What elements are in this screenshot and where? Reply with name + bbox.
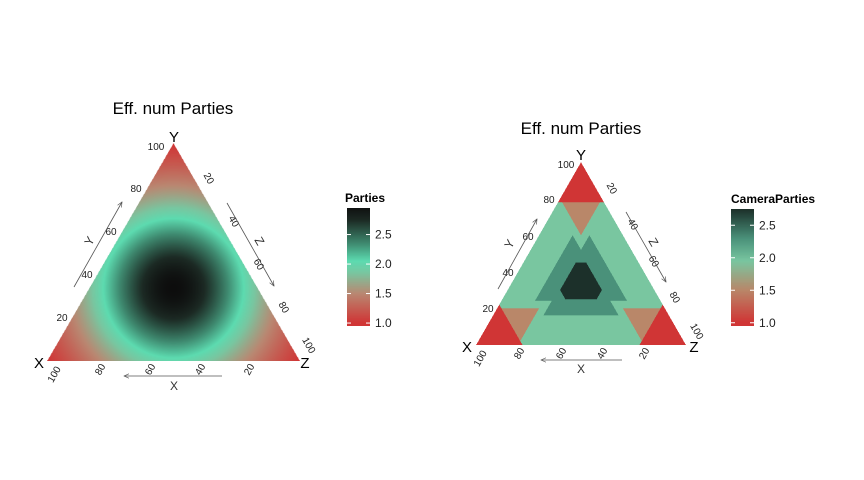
tick-bottom-x-40: 40 bbox=[193, 362, 208, 378]
legend-colorbar-right bbox=[731, 209, 754, 326]
axis-label-x-right: X bbox=[577, 362, 585, 376]
tick-left-y-20-r: 20 bbox=[482, 304, 494, 315]
tick-bottom-x-80: 80 bbox=[93, 362, 108, 378]
legend-colorbar-left bbox=[347, 208, 370, 326]
tick-bottom-x-40-r: 40 bbox=[595, 346, 610, 362]
legend-right-ticklabel-2.0: 2.0 bbox=[759, 251, 776, 265]
legend-left-ticklabel-2.0: 2.0 bbox=[375, 257, 392, 271]
legend-right: CameraParties 1.0 1.5 2.0 2.5 bbox=[731, 192, 815, 330]
tick-left-y-40: 40 bbox=[81, 270, 93, 281]
chart-title-left: Eff. num Parties bbox=[113, 99, 234, 118]
tick-left-y-80-r: 80 bbox=[543, 195, 555, 206]
tick-left-y-60-r: 60 bbox=[522, 232, 534, 243]
tick-right-z-80: 80 bbox=[276, 300, 291, 316]
tick-bottom-x-80-r: 80 bbox=[512, 346, 527, 362]
tick-left-y-100: 100 bbox=[148, 142, 165, 153]
vertex-label-x-left: X bbox=[34, 355, 44, 372]
legend-left-ticklabel-2.5: 2.5 bbox=[375, 228, 392, 242]
tick-right-z-40: 40 bbox=[226, 214, 241, 230]
vertex-label-z-right: Z bbox=[689, 339, 698, 356]
tick-bottom-x-60-r: 60 bbox=[554, 346, 569, 362]
tick-left-y-60: 60 bbox=[105, 227, 117, 238]
tick-left-y-80: 80 bbox=[130, 184, 142, 195]
vertex-label-top-left: Y bbox=[169, 129, 179, 146]
tick-bottom-x-60: 60 bbox=[143, 362, 158, 378]
axis-arrow-y-left bbox=[73, 202, 122, 288]
chart-title-right: Eff. num Parties bbox=[521, 119, 642, 138]
axis-arrow-z-left bbox=[226, 202, 274, 286]
tick-bottom-x-100: 100 bbox=[46, 364, 64, 384]
tick-bottom-x-20-r: 20 bbox=[637, 346, 652, 362]
tick-right-z-100: 100 bbox=[299, 336, 317, 356]
ternary-heatmap-left bbox=[47, 143, 300, 361]
tick-left-y-100-r: 100 bbox=[558, 160, 575, 171]
vertex-label-z-left: Z bbox=[300, 355, 309, 372]
legend-title-right: CameraParties bbox=[731, 192, 815, 206]
legend-left: Parties 1.0 1.5 2.0 2.5 bbox=[345, 191, 392, 330]
tick-right-z-20: 20 bbox=[201, 171, 216, 187]
vertex-label-top-right: Y bbox=[576, 147, 586, 164]
legend-title-left: Parties bbox=[345, 191, 385, 205]
tick-right-z-60: 60 bbox=[251, 257, 266, 273]
axis-label-x-left: X bbox=[170, 379, 178, 393]
axis-arrow-y-right bbox=[497, 219, 537, 290]
tick-left-y-40-r: 40 bbox=[502, 268, 514, 279]
ternary-heatmap-right bbox=[476, 162, 686, 345]
axis-arrow-z-right bbox=[625, 211, 666, 282]
tick-right-z-80-r: 80 bbox=[667, 290, 682, 306]
tick-left-y-20: 20 bbox=[56, 313, 68, 324]
legend-left-ticklabel-1.5: 1.5 bbox=[375, 287, 392, 301]
ternary-chart-right: Eff. num Parties Y X Z 20 40 60 80 100 2… bbox=[462, 119, 815, 376]
tick-right-z-20-r: 20 bbox=[604, 181, 619, 197]
vertex-label-x-right: X bbox=[462, 339, 472, 356]
ternary-chart-left: Eff. num Parties Y X Z 20 40 60 80 100 2… bbox=[34, 99, 392, 393]
legend-right-ticklabel-1.0: 1.0 bbox=[759, 316, 776, 330]
legend-right-ticklabel-1.5: 1.5 bbox=[759, 283, 776, 297]
tick-bottom-x-20: 20 bbox=[242, 362, 257, 378]
tick-bottom-x-100-r: 100 bbox=[472, 348, 490, 368]
tick-right-z-40-r: 40 bbox=[625, 217, 640, 233]
legend-left-ticklabel-1.0: 1.0 bbox=[375, 316, 392, 330]
legend-right-ticklabel-2.5: 2.5 bbox=[759, 218, 776, 232]
